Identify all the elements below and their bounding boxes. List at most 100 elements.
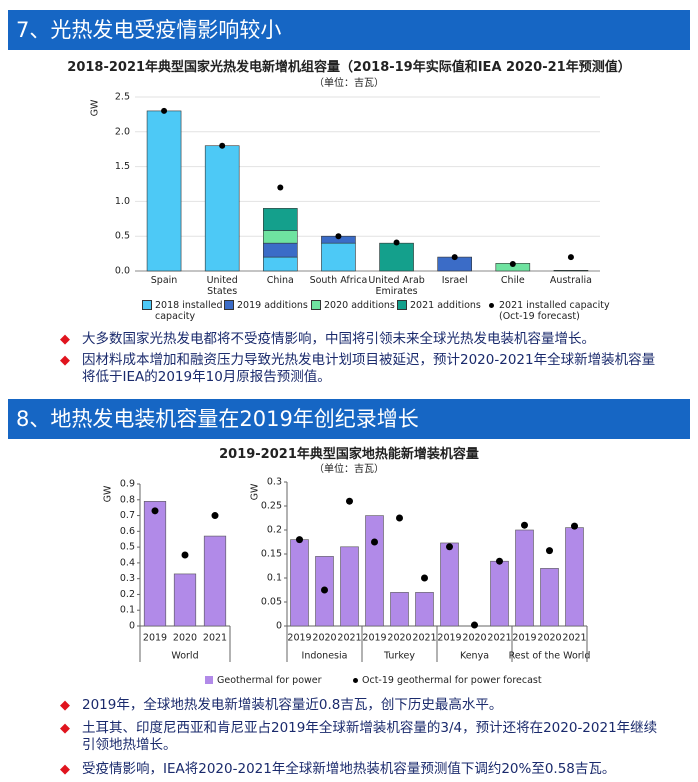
x-tick-label: 2021 xyxy=(203,633,227,644)
x-tick-label: 2020 xyxy=(537,633,561,644)
y-tick-label: 0.15 xyxy=(261,549,282,560)
bar-segment xyxy=(263,256,298,272)
y-tick-label: 0.3 xyxy=(120,573,135,584)
y-axis-label: GW xyxy=(103,485,114,502)
x-tick-label: 2020 xyxy=(312,633,336,644)
legend-label: 2019 additions xyxy=(237,300,308,311)
y-tick-label: 0.2 xyxy=(267,525,282,536)
x-tick-label: 2019 xyxy=(287,633,311,644)
legend-swatch xyxy=(205,676,213,684)
bullet: ◆ 2019年，全球地热发电新增装机容量近0.8吉瓦，创下历史最高水平。 xyxy=(60,697,503,713)
bar-segment xyxy=(263,230,298,244)
legend-swatch xyxy=(224,300,234,310)
legend-item: 2018 installed capacity xyxy=(142,300,233,322)
x-tick-label: Israel xyxy=(441,275,468,286)
y-tick-label: 0.8 xyxy=(120,494,135,505)
y-tick-label: 0.1 xyxy=(120,605,135,616)
bullet-text: 受疫情影响，IEA将2020-2021年全球新增地热装机容量预测值下调约20%至… xyxy=(82,761,616,777)
y-tick-label: 2.0 xyxy=(115,126,130,137)
bar xyxy=(173,573,197,627)
x-tick-label: 2019 xyxy=(143,633,167,644)
bullet: ◆ 土耳其、印度尼西亚和肯尼亚占2019年全球新增装机容量的3/4，预计还将在20… xyxy=(60,720,658,753)
legend-item: 2021 installed capacity (Oct-19 forecast… xyxy=(487,300,619,322)
legend-item: 2019 additions xyxy=(224,300,321,311)
y-axis-label: GW xyxy=(250,483,261,500)
group-label: Turkey xyxy=(383,651,415,662)
legend-item: Oct-19 geothermal for power forecast xyxy=(350,675,542,686)
y-tick-label: 0.7 xyxy=(120,510,135,521)
bullet: ◆ 因材料成本增加和融资压力导致光热发电计划项目被延迟，预计2020-2021年全… xyxy=(60,352,656,385)
legend-swatch xyxy=(311,300,321,310)
bar xyxy=(340,546,359,627)
legend-label: 2020 additions xyxy=(324,300,395,311)
forecast-dot xyxy=(396,514,403,522)
x-tick-label: Spain xyxy=(150,275,178,286)
legend-label: Geothermal for power xyxy=(217,675,322,686)
forecast-dot xyxy=(567,254,574,261)
y-tick-label: 0.9 xyxy=(120,479,135,490)
bar-segment xyxy=(553,270,589,272)
bar xyxy=(540,568,559,627)
bullet-text: 大多数国家光热发电都将不受疫情影响，中国将引领未来全球光热发电装机容量增长。 xyxy=(82,331,595,347)
bar xyxy=(290,539,309,627)
group-label: Kenya xyxy=(460,651,489,662)
legend-label: 2021 installed capacity (Oct-19 forecast… xyxy=(499,300,610,322)
bar xyxy=(390,592,409,627)
legend-item: Geothermal for power xyxy=(205,675,322,686)
legend-swatch xyxy=(142,300,152,310)
forecast-dot xyxy=(335,233,342,240)
legend-swatch xyxy=(489,303,494,308)
x-tick-label: Australia xyxy=(549,275,592,286)
y-tick-label: 0.6 xyxy=(120,526,135,537)
chart-subtitle: （单位：吉瓦） xyxy=(314,464,384,475)
forecast-dot xyxy=(219,142,226,149)
forecast-dot xyxy=(161,107,168,114)
bar-segment xyxy=(379,242,414,272)
x-tick-label: 2021 xyxy=(412,633,436,644)
y-tick-label: 0.0 xyxy=(115,266,130,277)
forecast-dot xyxy=(277,184,284,191)
bar-segment xyxy=(204,145,240,272)
x-tick-label: 2021 xyxy=(562,633,586,644)
bar xyxy=(565,527,584,627)
chart-title: 2019-2021年典型国家地热能新增装机容量 xyxy=(219,447,479,462)
forecast-dot xyxy=(393,239,400,246)
legend-swatch xyxy=(353,678,358,683)
x-tick-label: China xyxy=(266,275,294,286)
x-tick-label: 2020 xyxy=(387,633,411,644)
forecast-dot xyxy=(211,512,219,520)
forecast-dot xyxy=(509,261,516,268)
y-axis-label: GW xyxy=(90,99,101,116)
x-tick-label: 2021 xyxy=(487,633,511,644)
bullet-text: 土耳其、印度尼西亚和肯尼亚占2019年全球新增装机容量的3/4，预计还将在202… xyxy=(82,720,658,753)
bar xyxy=(365,515,384,627)
forecast-dot xyxy=(371,538,378,546)
legend-swatch xyxy=(397,300,407,310)
y-tick-label: 0.3 xyxy=(267,477,282,488)
bullet-text: 2019年，全球地热发电新增装机容量近0.8吉瓦，创下历史最高水平。 xyxy=(82,697,503,713)
section-heading: 7、光热发电受疫情影响较小 xyxy=(8,10,690,50)
forecast-dot xyxy=(151,507,159,515)
x-tick-label: 2019 xyxy=(437,633,461,644)
legend-label: 2021 additions xyxy=(410,300,481,311)
x-tick-label: South Africa xyxy=(309,275,368,286)
forecast-dot xyxy=(451,254,458,261)
bar xyxy=(440,542,459,627)
bar-segment xyxy=(321,242,356,272)
y-tick-label: 0.5 xyxy=(115,231,130,242)
x-tick-label: 2020 xyxy=(462,633,486,644)
bar-segment xyxy=(263,242,298,258)
y-tick-label: 0.4 xyxy=(120,557,135,568)
y-tick-label: 0 xyxy=(276,621,282,632)
bar xyxy=(143,501,167,627)
forecast-dot xyxy=(571,522,578,530)
x-tick-label: United Arab Emirates xyxy=(368,275,425,297)
chart-title: 2018-2021年典型国家光热发电新增机组容量（2018-19年实际值和IEA… xyxy=(67,60,631,75)
forecast-dot xyxy=(321,586,328,594)
x-tick-label: 2019 xyxy=(512,633,536,644)
forecast-dot xyxy=(496,557,503,565)
bar-segment xyxy=(146,110,182,272)
forecast-dot xyxy=(471,621,478,629)
x-tick-label: United States xyxy=(206,275,238,297)
